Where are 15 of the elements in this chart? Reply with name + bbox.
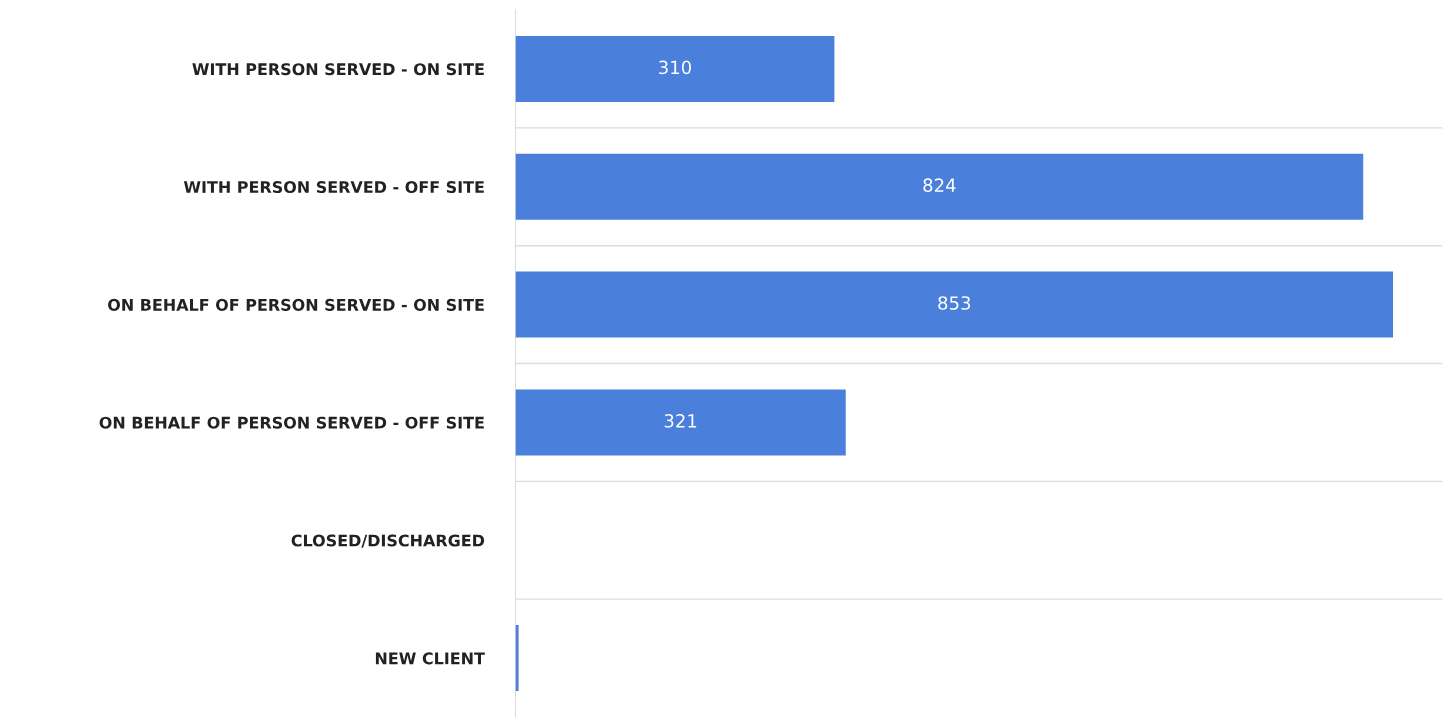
bar xyxy=(515,271,1394,338)
data-label: 853 xyxy=(938,296,971,310)
y-tick-label: CLOSED/DISCHARGED xyxy=(291,534,485,548)
bar xyxy=(515,389,846,456)
y-tick-label: NEW CLIENT xyxy=(375,652,485,665)
y-tick-label: WITH PERSON SERVED - OFF SITE xyxy=(183,180,484,194)
bar xyxy=(515,35,835,102)
data-label: 310 xyxy=(659,60,691,75)
y-tick-label: ON BEHALF OF PERSON SERVED - ON SITE xyxy=(108,298,484,311)
data-label: 321 xyxy=(664,414,697,428)
bar xyxy=(515,153,1364,220)
data-label: 824 xyxy=(923,178,956,193)
bar xyxy=(515,625,519,692)
y-tick-label: ON BEHALF OF PERSON SERVED - OFF SITE xyxy=(99,416,484,429)
y-tick-label: WITH PERSON SERVED - ON SITE xyxy=(192,63,484,76)
